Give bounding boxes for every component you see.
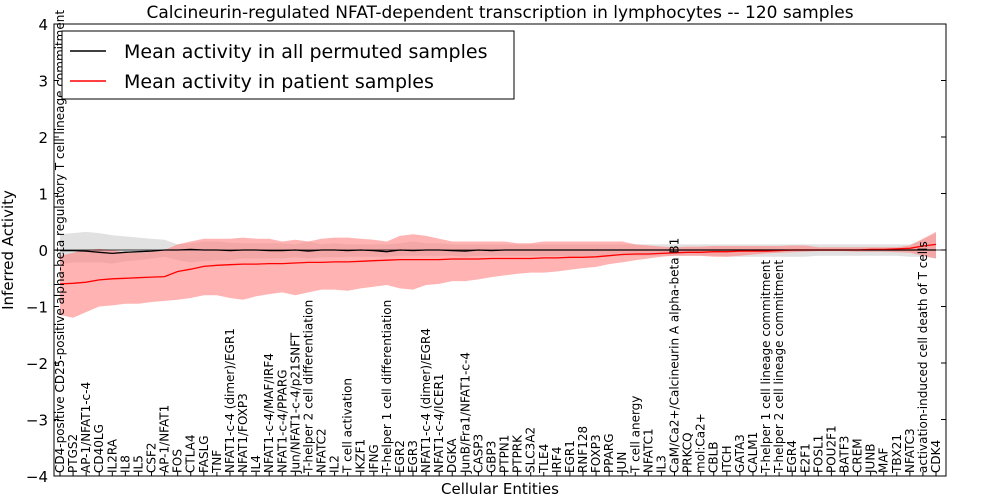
x-tick-label: IL3 bbox=[654, 455, 668, 473]
x-tick-label: NFATC2 bbox=[315, 428, 329, 473]
y-tick-label: 3 bbox=[38, 73, 48, 91]
x-tick-label: EGR4 bbox=[785, 440, 799, 473]
x-tick-label: CD4-positive CD25-positive alpha-beta re… bbox=[53, 10, 67, 473]
x-tick-label: NFATC3 bbox=[903, 428, 917, 473]
y-tick-label: −1 bbox=[26, 299, 48, 317]
x-tick-label: DGKA bbox=[445, 438, 459, 473]
x-tick-label: FOSL1 bbox=[811, 435, 825, 473]
x-axis-label: Cellular Entities bbox=[441, 480, 559, 498]
x-tick-label: activation-induced cell death of T cells bbox=[916, 241, 930, 473]
x-tick-label: IL2 bbox=[328, 455, 342, 473]
x-tick-label: MAF bbox=[877, 447, 891, 473]
x-ticks bbox=[59, 472, 937, 476]
x-tick-label: IKZF1 bbox=[354, 439, 368, 473]
x-tick-label: IL8 bbox=[118, 455, 132, 473]
x-tick-label: IRF4 bbox=[550, 447, 564, 473]
x-tick-labels: CD4-positive CD25-positive alpha-beta re… bbox=[53, 10, 943, 474]
x-tick-label: T-helper 1 cell lineage commitment bbox=[759, 260, 773, 474]
x-tick-label: NFAT1-c-4/ICER1 bbox=[432, 374, 446, 473]
x-tick-label: SLC3A2 bbox=[524, 427, 538, 473]
x-tick-label: TNF bbox=[210, 450, 224, 474]
x-tick-label: T-helper 2 cell lineage commitment bbox=[772, 260, 786, 474]
x-tick-label: TBX21 bbox=[890, 434, 904, 474]
x-tick-label: NFAT1-c-4 (dimer)/EGR1 bbox=[223, 328, 237, 473]
x-tick-label: CASP3 bbox=[471, 434, 485, 473]
x-tick-label: PPARG bbox=[602, 433, 616, 473]
y-tick-label: −4 bbox=[26, 468, 48, 486]
x-tick-label: PTPRK bbox=[511, 434, 525, 473]
x-tick-label: CDK4 bbox=[929, 440, 943, 473]
x-tick-label: NFAT1-c-4/PPARG bbox=[275, 369, 289, 473]
y-tick-label: −2 bbox=[26, 355, 48, 373]
x-tick-label: EGR3 bbox=[406, 440, 420, 473]
x-tick-label: GATA3 bbox=[733, 434, 747, 473]
x-tick-label: NFAT1-c-4/MAF/IRF4 bbox=[262, 353, 276, 473]
x-tick-label: CTLA4 bbox=[184, 434, 198, 473]
y-tick-label: 1 bbox=[38, 186, 48, 204]
x-tick-label: NFAT1-c-4 (dimer)/EGR4 bbox=[419, 328, 433, 473]
legend-box bbox=[61, 30, 515, 100]
x-tick-label: AP-1/NFAT1-c-4 bbox=[79, 382, 93, 473]
x-tick-label: NFATC1 bbox=[641, 428, 655, 473]
x-tick-label: CSF2 bbox=[145, 442, 159, 473]
x-tick-label: PRKCQ bbox=[681, 432, 695, 473]
x-tick-label: ITCH bbox=[720, 445, 734, 473]
x-tick-label: T cell anergy bbox=[628, 396, 642, 474]
x-tick-label: CREM bbox=[851, 438, 865, 473]
x-tick-label: NFAT1/FOXP3 bbox=[236, 393, 250, 473]
x-tick-label: CALM1 bbox=[746, 432, 760, 473]
x-tick-label: CD40LG bbox=[92, 424, 106, 473]
x-tick-label: GBP3 bbox=[485, 441, 499, 473]
x-tick-label: T-helper 1 cell differentiation bbox=[380, 300, 394, 474]
y-tick-label: 4 bbox=[38, 16, 48, 34]
x-tick-label: IL4 bbox=[249, 455, 263, 473]
legend-label-permuted: Mean activity in all permuted samples bbox=[124, 41, 487, 63]
x-tick-label: JUNB bbox=[864, 443, 878, 474]
x-tick-label: T-helper 2 cell differentiation bbox=[301, 300, 315, 474]
x-tick-label: PTGS2 bbox=[66, 434, 80, 473]
x-tick-label: FASLG bbox=[197, 435, 211, 473]
x-tick-label: POU2F1 bbox=[824, 425, 838, 473]
x-tick-label: IL5 bbox=[131, 455, 145, 473]
x-tick-label: Jun/NFAT1-c-4/p21SNFT bbox=[288, 332, 302, 474]
x-tick-label: TLE4 bbox=[537, 444, 551, 474]
y-tick-label: −3 bbox=[26, 412, 48, 430]
y-axis: −4 −3 −2 −1 0 1 2 3 4 bbox=[26, 16, 946, 486]
x-tick-label: JUN bbox=[615, 452, 629, 474]
x-tick-label: AP-1/NFAT1 bbox=[158, 405, 172, 473]
x-tick-label: CaM/Ca2+/Calcineurin A alpha-beta B1 bbox=[668, 238, 682, 473]
x-tick-label: E2F1 bbox=[798, 443, 812, 473]
x-tick-label: EGR2 bbox=[393, 440, 407, 473]
legend-label-patient: Mean activity in patient samples bbox=[124, 71, 434, 93]
y-tick-label: 0 bbox=[38, 242, 48, 260]
x-tick-label: JunB/Fra1/NFAT1-c-4 bbox=[458, 352, 472, 474]
legend: Mean activity in all permuted samples Me… bbox=[61, 30, 515, 100]
y-tick-label: 2 bbox=[38, 129, 48, 147]
x-tick-label: IFNG bbox=[367, 444, 381, 473]
x-tick-label: mol:Ca2+ bbox=[694, 413, 708, 473]
x-tick-label: PTPN1 bbox=[498, 435, 512, 473]
x-tick-label: FOS bbox=[171, 449, 185, 473]
x-tick-label: RNF128 bbox=[576, 426, 590, 473]
y-axis-label: Inferred Activity bbox=[0, 190, 17, 310]
x-tick-label: CBLB bbox=[707, 441, 721, 473]
x-tick-label: T cell activation bbox=[341, 378, 355, 474]
x-tick-label: EGR1 bbox=[563, 440, 577, 473]
x-tick-label: IL2RA bbox=[105, 438, 119, 473]
bands-layer bbox=[60, 231, 936, 318]
x-tick-label: FOXP3 bbox=[589, 434, 603, 473]
plot-frame bbox=[53, 23, 947, 477]
x-tick-label: BATF3 bbox=[838, 436, 852, 473]
chart-title: Calcineurin-regulated NFAT-dependent tra… bbox=[146, 3, 853, 23]
band-1 bbox=[60, 231, 936, 318]
